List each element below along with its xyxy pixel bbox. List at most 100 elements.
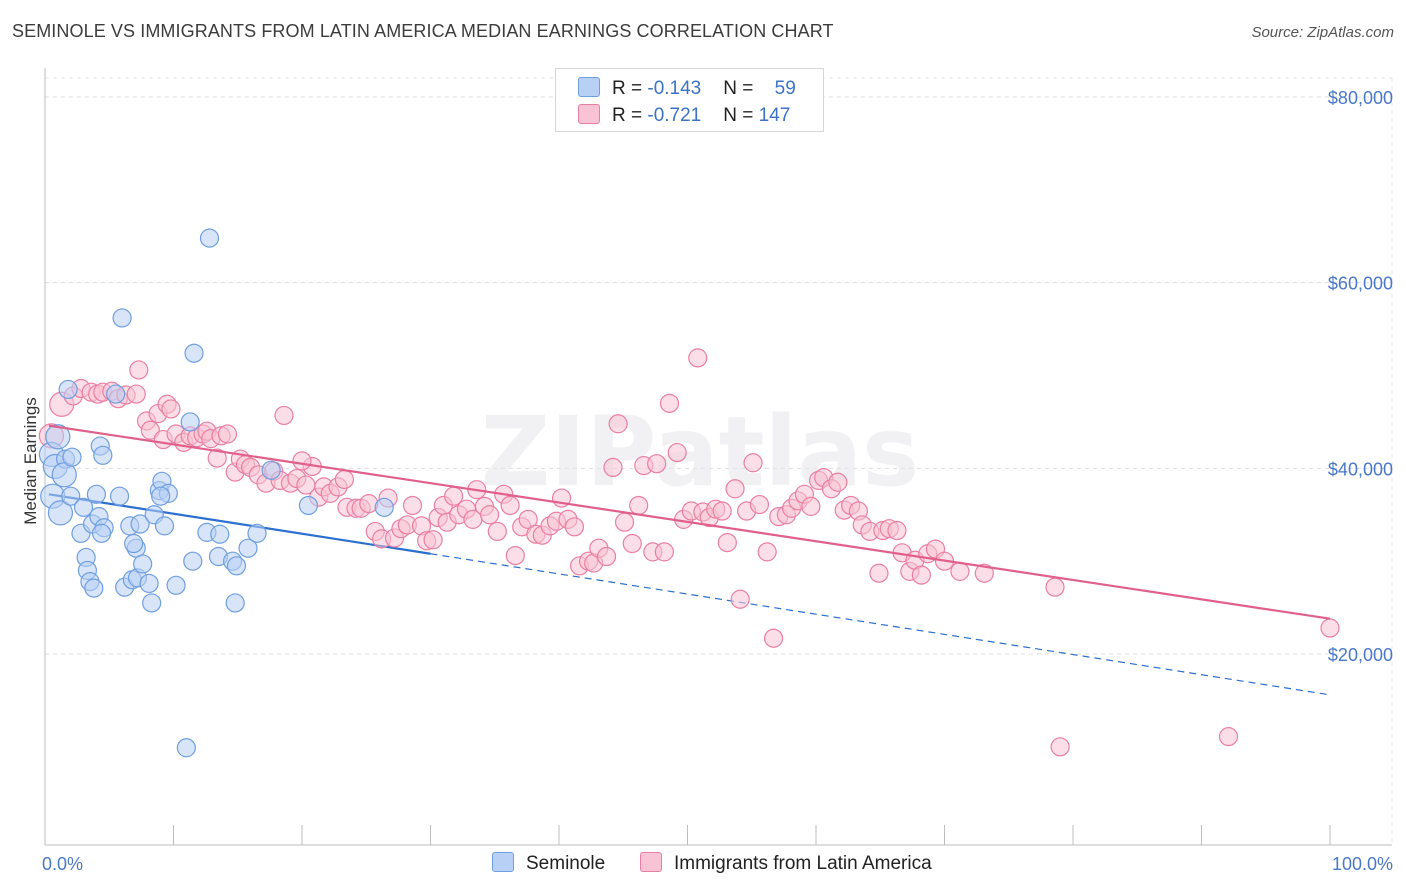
legend-r-label: R = — [612, 105, 648, 126]
legend-swatch-latin-america — [578, 104, 600, 124]
point-seminole — [45, 424, 71, 450]
legend-n-label: N = — [723, 78, 759, 99]
point-seminole — [374, 497, 394, 517]
legend-n-label: N = — [723, 105, 759, 126]
point-seminole — [142, 593, 162, 613]
x-tick-label-min: 0.0% — [42, 854, 83, 874]
point-latin-america — [614, 512, 635, 532]
point-latin-america — [140, 420, 160, 440]
point-latin-america — [126, 384, 146, 404]
watermark: ZIPatlas — [481, 396, 920, 508]
point-latin-america — [603, 457, 623, 478]
point-latin-america — [887, 520, 907, 541]
point-latin-america — [688, 348, 708, 368]
point-seminole — [58, 379, 78, 400]
point-latin-america — [725, 479, 745, 499]
point-latin-america — [828, 472, 848, 492]
point-seminole — [226, 556, 247, 576]
point-seminole — [154, 516, 175, 536]
legend-row-latin-america: R = -0.721 N = 147 — [578, 104, 790, 128]
point-seminole — [183, 551, 203, 571]
point-latin-america — [487, 521, 507, 542]
point-seminole — [298, 495, 319, 516]
point-seminole — [62, 447, 82, 467]
point-latin-america — [743, 453, 763, 473]
point-seminole — [61, 486, 81, 506]
point-seminole — [84, 578, 104, 598]
point-latin-america — [749, 494, 770, 515]
legend-item-seminole: Seminole — [492, 852, 605, 875]
legend-item-latin-america: Immigrants from Latin America — [640, 852, 932, 875]
point-seminole — [225, 593, 245, 613]
point-latin-america — [659, 393, 680, 413]
y-tick-label: $80,000 — [1328, 88, 1393, 108]
legend-n-value: 147 — [758, 105, 791, 126]
stats-legend: R = -0.143 N = 59 R = -0.721 N = 147 — [555, 68, 824, 132]
point-seminole — [139, 573, 159, 594]
point-seminole — [247, 523, 267, 543]
point-seminole — [130, 514, 150, 534]
point-seminole — [133, 554, 153, 574]
point-latin-america — [622, 533, 642, 554]
chart-source: Source: ZipAtlas.com — [1251, 24, 1394, 41]
y-tick-labels: $20,000 $40,000 $60,000 $80,000 — [1328, 88, 1393, 665]
point-latin-america — [763, 628, 784, 648]
point-seminole — [93, 445, 113, 465]
point-seminole — [47, 500, 74, 526]
point-seminole — [176, 738, 196, 758]
x-tick-labels: 0.0% 100.0% — [42, 854, 1393, 874]
point-latin-america — [500, 495, 520, 516]
legend-n-value: 59 — [774, 78, 796, 99]
y-tick-label: $20,000 — [1328, 645, 1393, 665]
point-latin-america — [654, 542, 674, 562]
point-latin-america — [717, 532, 737, 553]
legend-r-label: R = — [612, 78, 648, 99]
legend-label-latin-america: Immigrants from Latin America — [674, 853, 932, 874]
x-tick-label-max: 100.0% — [1332, 854, 1393, 874]
legend-swatch-latin-america — [640, 852, 662, 872]
chart-title: SEMINOLE VS IMMIGRANTS FROM LATIN AMERIC… — [12, 21, 834, 41]
point-seminole — [184, 343, 204, 363]
point-latin-america — [518, 509, 538, 529]
point-latin-america — [608, 414, 628, 434]
point-seminole — [106, 384, 126, 404]
legend-swatch-seminole — [492, 852, 514, 872]
y-tick-label: $40,000 — [1328, 459, 1393, 479]
point-seminole — [86, 484, 107, 504]
point-seminole — [73, 497, 94, 517]
point-seminole — [124, 533, 144, 554]
point-latin-america — [869, 563, 889, 583]
point-latin-america — [647, 454, 667, 474]
point-latin-america — [950, 561, 970, 581]
point-seminole — [199, 228, 220, 248]
point-seminole — [238, 538, 258, 558]
trend-line-latin-america — [48, 424, 1331, 620]
trend-solid-seminole — [48, 493, 431, 555]
series-legend: Seminole Immigrants from Latin America — [0, 852, 1406, 878]
legend-swatch-seminole — [578, 77, 600, 97]
point-latin-america — [480, 505, 500, 525]
legend-r-value: -0.143 — [647, 78, 702, 99]
y-tick-label: $60,000 — [1328, 274, 1393, 294]
point-latin-america — [629, 495, 649, 516]
trend-dashed-seminole — [430, 553, 1331, 696]
series-seminole — [38, 228, 394, 758]
y-axis-title: Median Earnings — [21, 397, 40, 525]
point-latin-america — [1320, 618, 1340, 638]
point-latin-america — [129, 360, 149, 380]
point-latin-america — [596, 546, 617, 567]
point-latin-america — [757, 542, 777, 562]
point-seminole — [109, 486, 130, 506]
point-latin-america — [334, 469, 355, 490]
point-latin-america — [292, 451, 312, 471]
point-latin-america — [274, 405, 294, 426]
point-latin-america — [730, 589, 750, 609]
legend-label-seminole: Seminole — [526, 853, 606, 874]
point-latin-america — [667, 442, 687, 463]
point-seminole — [112, 308, 132, 328]
point-latin-america — [402, 495, 423, 516]
point-latin-america — [505, 545, 525, 566]
point-latin-america — [161, 399, 181, 419]
point-latin-america — [911, 565, 931, 585]
point-latin-america — [217, 424, 238, 444]
